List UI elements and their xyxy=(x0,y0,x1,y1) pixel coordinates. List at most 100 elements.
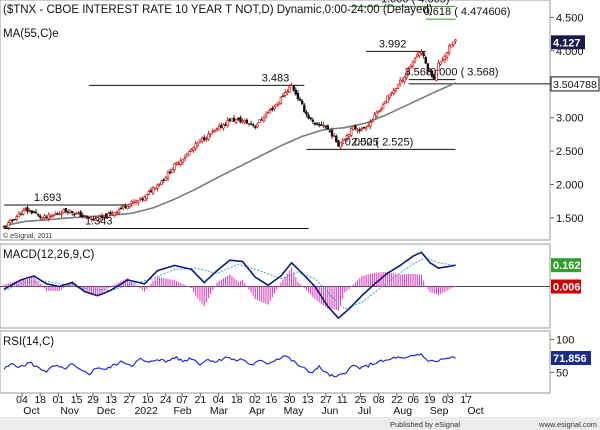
candle-body xyxy=(151,187,155,194)
footer-url: www.esignal.com xyxy=(538,420,597,429)
candle-body xyxy=(11,219,14,221)
candle-body xyxy=(367,125,370,127)
candle-body xyxy=(332,135,336,138)
candle-body xyxy=(47,214,50,220)
x-tick-label: 15 xyxy=(71,394,83,406)
candle-body xyxy=(81,215,85,217)
candle-body xyxy=(358,129,361,131)
fib-price-tag-label: 3.504788 xyxy=(553,79,597,91)
candle-body xyxy=(175,162,178,165)
macd-label: MACD(12,26,9,C) xyxy=(3,249,95,261)
candle-body xyxy=(375,111,378,117)
rsi-value-tag-label: 71.856 xyxy=(553,353,587,365)
candle-body xyxy=(243,120,246,123)
rsi-tick-label: 50 xyxy=(556,367,568,379)
candle-body xyxy=(111,213,114,216)
candle-body xyxy=(386,95,389,103)
candle-body xyxy=(409,65,413,69)
price-tick-label: 2.500 xyxy=(556,146,584,158)
macd-zero-tag xyxy=(551,279,581,294)
candle-body xyxy=(324,125,327,128)
price-annotation: 0.618 ( 4.474606) xyxy=(424,6,511,18)
last-price-tag xyxy=(551,35,585,50)
candle-body xyxy=(73,213,76,216)
candle-body xyxy=(426,63,430,72)
candle-body xyxy=(413,57,417,62)
candle-body xyxy=(156,184,159,189)
candle-body xyxy=(143,196,146,201)
candle-body xyxy=(420,51,423,54)
candle-body xyxy=(7,222,10,228)
x-month-label: Oct xyxy=(23,405,39,417)
candle-body xyxy=(102,214,106,218)
price-annotation: 0.000 ( 2.525) xyxy=(345,136,414,148)
candle-body xyxy=(158,183,161,185)
candle-body xyxy=(160,180,163,185)
x-tick-label: 13 xyxy=(105,394,117,406)
candle-body xyxy=(24,208,27,210)
candle-body xyxy=(411,61,415,67)
candle-body xyxy=(260,119,263,121)
price-annotation: 2.525 xyxy=(351,136,379,148)
candle-body xyxy=(226,119,229,127)
candle-body xyxy=(369,122,372,127)
x-tick-label: 27 xyxy=(320,394,332,406)
candle-body xyxy=(207,133,210,140)
candle-body xyxy=(2,226,6,228)
x-month-label: Sep xyxy=(430,405,449,417)
candle-body xyxy=(173,163,176,171)
candle-body xyxy=(181,159,185,163)
candle-body xyxy=(450,44,453,48)
candle-body xyxy=(119,207,123,210)
candle-body xyxy=(179,160,182,165)
candle-body xyxy=(428,70,432,72)
x-tick-label: 25 xyxy=(355,394,367,406)
footer-published: Published by eSignal xyxy=(390,420,460,429)
candle-body xyxy=(273,106,276,109)
x-tick-label: 22 xyxy=(391,394,403,406)
candle-body xyxy=(205,138,208,140)
candle-body xyxy=(384,101,387,104)
candle-body xyxy=(445,52,449,58)
candle-body xyxy=(145,194,148,199)
candle-body xyxy=(349,128,353,136)
candle-body xyxy=(330,130,334,137)
candle-body xyxy=(443,55,447,61)
candle-body xyxy=(77,212,80,215)
candle-body xyxy=(392,90,395,94)
candle-body xyxy=(388,94,391,98)
x-month-label: Jun xyxy=(321,405,338,417)
candle-body xyxy=(162,179,165,182)
candle-body xyxy=(64,207,67,212)
candle-body xyxy=(264,113,268,118)
candle-body xyxy=(211,130,214,133)
candle-body xyxy=(105,213,108,219)
x-tick-label: 18 xyxy=(34,394,46,406)
candle-body xyxy=(62,209,65,213)
chart-title: ($TNX - CBOE INTEREST RATE 10 YEAR T NOT… xyxy=(3,4,433,16)
candle-body xyxy=(441,59,444,61)
candle-body xyxy=(164,177,168,181)
candle-body xyxy=(70,211,74,214)
candle-body xyxy=(335,135,338,143)
candle-body xyxy=(196,142,200,146)
candle-body xyxy=(100,216,104,218)
x-tick-label: 04 xyxy=(16,394,28,406)
candle-body xyxy=(345,135,349,141)
price-annotation: 3.483 xyxy=(262,72,290,84)
x-tick-label: 13 xyxy=(302,394,314,406)
candle-body xyxy=(313,122,317,125)
candle-body xyxy=(234,119,238,123)
candle-body xyxy=(66,211,70,213)
x-tick-label: 24 xyxy=(160,394,172,406)
rsi-line xyxy=(3,353,456,378)
macd-zero-tag-label: 0.006 xyxy=(553,282,581,294)
candle-body xyxy=(53,213,57,216)
candle-body xyxy=(454,39,457,42)
x-tick-label: 30 xyxy=(284,394,296,406)
candle-body xyxy=(75,212,78,215)
candle-body xyxy=(134,200,138,203)
price-tick-label: 4.500 xyxy=(556,12,584,24)
candle-body xyxy=(381,104,385,110)
